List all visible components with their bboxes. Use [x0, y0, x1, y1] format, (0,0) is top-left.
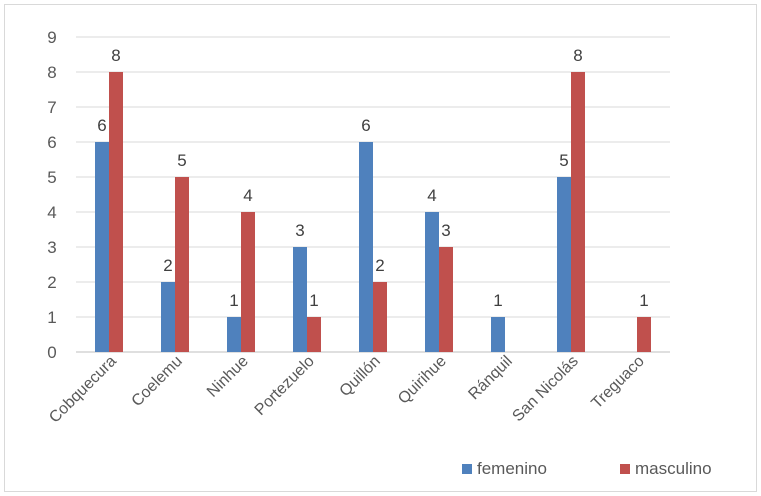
- x-category-label: Coelemu: [129, 353, 186, 410]
- bar-masculino: [373, 282, 387, 352]
- data-label-masculino: 8: [111, 46, 120, 65]
- bar-femenino: [161, 282, 175, 352]
- data-label-masculino: 5: [177, 151, 186, 170]
- y-tick-label: 3: [47, 238, 56, 257]
- y-tick-label: 8: [47, 63, 56, 82]
- data-label-femenino: 1: [493, 291, 502, 310]
- y-tick-label: 0: [47, 343, 56, 362]
- chart-frame: [4, 4, 757, 492]
- x-category-label: Quillón: [337, 353, 384, 400]
- data-label-masculino: 1: [309, 291, 318, 310]
- data-label-femenino: 4: [427, 186, 436, 205]
- bar-masculino: [571, 72, 585, 352]
- bar-masculino: [637, 317, 651, 352]
- data-label-femenino: 1: [229, 291, 238, 310]
- y-tick-label: 7: [47, 98, 56, 117]
- x-axis-category-labels: Cobquecura Coelemu Ninhue Portezuelo Quillón…: [46, 353, 648, 427]
- legend: femenino masculino: [462, 459, 712, 478]
- bar-femenino: [491, 317, 505, 352]
- bar-masculino: [109, 72, 123, 352]
- y-tick-label: 1: [47, 308, 56, 327]
- y-tick-label: 4: [47, 203, 56, 222]
- bar-femenino: [425, 212, 439, 352]
- data-label-masculino: 3: [441, 221, 450, 240]
- data-label-femenino: 6: [97, 116, 106, 135]
- y-tick-label: 9: [47, 28, 56, 47]
- legend-label-femenino: femenino: [477, 459, 547, 478]
- bar-femenino: [95, 142, 109, 352]
- data-label-femenino: 5: [559, 151, 568, 170]
- data-label-femenino: 2: [163, 256, 172, 275]
- data-label-masculino: 2: [375, 256, 384, 275]
- y-tick-label: 2: [47, 273, 56, 292]
- bar-femenino: [557, 177, 571, 352]
- bars: [95, 72, 651, 352]
- x-category-label: Cobquecura: [46, 353, 120, 427]
- y-axis-tick-labels: 0 1 2 3 4 5 6 7 8 9: [47, 28, 56, 362]
- bar-masculino: [241, 212, 255, 352]
- x-category-label: Portezuelo: [252, 353, 318, 419]
- bar-masculino: [439, 247, 453, 352]
- bar-femenino: [227, 317, 241, 352]
- legend-swatch-masculino: [620, 464, 630, 474]
- bar-masculino: [307, 317, 321, 352]
- data-label-femenino: 6: [361, 116, 370, 135]
- x-category-label: Ninhue: [204, 353, 252, 401]
- legend-label-masculino: masculino: [635, 459, 712, 478]
- legend-swatch-femenino: [462, 464, 472, 474]
- bar-masculino: [175, 177, 189, 352]
- x-category-label: Quirihue: [395, 353, 450, 408]
- data-label-femenino: 3: [295, 221, 304, 240]
- data-label-masculino: 1: [639, 291, 648, 310]
- y-tick-label: 5: [47, 168, 56, 187]
- x-category-label: Ránquil: [465, 353, 515, 403]
- bar-femenino: [293, 247, 307, 352]
- y-tick-label: 6: [47, 133, 56, 152]
- data-label-masculino: 4: [243, 186, 252, 205]
- data-label-masculino: 8: [573, 46, 582, 65]
- x-category-label: San Nicolás: [509, 353, 581, 425]
- x-category-label: Treguaco: [588, 353, 647, 412]
- bar-femenino: [359, 142, 373, 352]
